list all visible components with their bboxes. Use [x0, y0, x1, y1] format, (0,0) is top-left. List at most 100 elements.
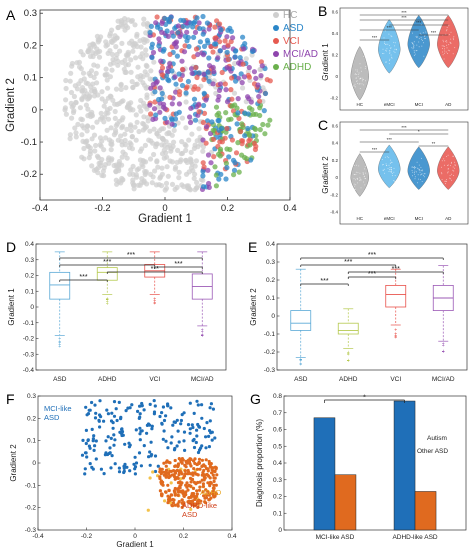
panel-c-violin-dot: [453, 170, 455, 172]
panel-a-point: [215, 117, 221, 124]
panel-a-point: [154, 141, 160, 147]
panel-f-point-adhd-like: [178, 469, 182, 473]
panel-label-c: C: [318, 117, 328, 133]
panel-g-bar-other-asd: [414, 491, 437, 531]
panel-a-point: [107, 93, 113, 99]
panel-a-point: [224, 99, 231, 105]
panel-a-point: [176, 169, 182, 175]
panel-f-point-mci-like: [204, 435, 208, 439]
panel-b-ytick-label: 0.6: [332, 10, 339, 15]
panel-f-point-mci-like: [149, 440, 153, 444]
panel-b-violin-dot: [386, 61, 388, 63]
panel-a-legend-marker: [273, 64, 279, 70]
panel-a-point: [89, 112, 95, 118]
panel-c-violin-dot: [441, 166, 442, 168]
panel-f-point-mci-like: [195, 399, 199, 403]
panel-f-point-adhd-like: [180, 505, 184, 509]
panel-f-point-mci-like: [204, 446, 208, 450]
panel-d-outlier: +: [201, 329, 204, 335]
panel-a-point: [79, 132, 85, 138]
panel-a-point: [148, 68, 154, 74]
panel-c-violin-dot: [424, 173, 426, 175]
panel-f-point-adhd: [148, 476, 152, 480]
panel-a-point: [170, 33, 176, 39]
panel-a-point: [81, 145, 87, 152]
panel-f-point-mci-like: [112, 443, 116, 447]
panel-c-violin-dot: [414, 166, 416, 168]
panel-a-point: [200, 13, 206, 20]
panel-c-violin-dot: [414, 170, 416, 172]
panel-a-legend-label: ASD: [283, 23, 304, 34]
panel-b-violin-dot: [390, 54, 392, 56]
panel-a-point: [138, 108, 144, 114]
panel-f-point-mci-like: [208, 429, 212, 433]
panel-a-point: [143, 170, 149, 176]
panel-f-point-adhd-like: [179, 482, 183, 486]
panel-c-violin-dot: [419, 171, 421, 173]
panel-f-point-adhd-like: [193, 504, 197, 508]
panel-a-point: [150, 49, 157, 56]
panel-f-point-mci-like: [208, 419, 212, 423]
panel-a-point: [177, 159, 183, 165]
panel-b-violin-dot: [443, 45, 445, 47]
panel-f-point-mci-like: [170, 435, 174, 439]
panel-g-ytick-label: 0.7: [273, 410, 282, 417]
panel-f-point-mci-like: [122, 466, 126, 470]
panel-f-point-adhd-like: [212, 486, 216, 491]
panel-f-point-mci-like: [117, 400, 121, 404]
panel-a-point: [77, 105, 83, 111]
panel-f-point-mci-like: [161, 405, 165, 409]
panel-a-point: [87, 94, 93, 100]
panel-a-point: [201, 43, 208, 50]
panel-d-xtick-label: VCI: [149, 376, 160, 383]
panel-a-point: [228, 87, 234, 93]
panel-b-violin-dot: [424, 35, 425, 37]
panel-a-point: [176, 175, 182, 181]
panel-f-point-mci-like: [142, 444, 146, 448]
panel-a-point: [120, 177, 126, 183]
panel-b-violin-dot: [358, 72, 360, 74]
panel-a-point: [251, 69, 257, 75]
panel-a-point: [245, 68, 251, 75]
panel-b-violin-dot: [424, 21, 426, 23]
panel-c-violin-dot: [358, 165, 360, 167]
panel-c-violin-dot: [388, 157, 390, 159]
panel-a-point: [189, 70, 195, 76]
panel-c-violin-dot: [382, 164, 384, 165]
panel-f-point-mci-like: [80, 453, 85, 457]
panel-b-violin-dot: [364, 67, 366, 69]
panel-a-point: [113, 44, 119, 50]
panel-b-violin-dot: [360, 77, 362, 79]
panel-a-point: [200, 184, 207, 190]
panel-a-point: [210, 81, 216, 87]
panel-a-point: [179, 82, 186, 89]
panel-b-violin: [437, 14, 460, 69]
panel-c-violin-dot: [450, 165, 452, 167]
panel-f-point-adhd-like: [179, 458, 183, 462]
panel-d-ytick-label: -0.3: [23, 351, 35, 358]
panel-b-violin-dot: [356, 71, 358, 73]
panel-a-point: [178, 151, 184, 157]
panel-d-sig-label: ***: [103, 259, 111, 266]
panel-c-violin-dot: [354, 179, 356, 181]
panel-b-violin-dot: [363, 84, 365, 86]
panel-a-point: [113, 86, 120, 92]
panel-a-point: [197, 39, 203, 45]
panel-a-point: [219, 69, 225, 76]
panel-c-violin-dot: [360, 180, 362, 182]
panel-a-point: [143, 47, 149, 53]
panel-a-point: [200, 52, 207, 58]
panel-b-violin-dot: [423, 42, 424, 44]
panel-f-point-mci-like: [138, 432, 142, 436]
panel-c-violin-dot: [357, 178, 358, 180]
panel-b-violin-dot: [387, 43, 389, 45]
panel-b-violin-dot: [363, 55, 365, 57]
panel-f-point-adhd-like: [173, 458, 177, 463]
panel-c-sig-label: *: [418, 129, 420, 134]
panel-f-point-adhd-like: [189, 484, 193, 488]
panel-a-point: [93, 70, 99, 76]
panel-b-violin-dot: [416, 50, 418, 51]
panel-f-point-mci-like: [128, 469, 132, 473]
panel-a-point: [196, 101, 202, 107]
panel-f-point-mci-like: [148, 423, 152, 427]
